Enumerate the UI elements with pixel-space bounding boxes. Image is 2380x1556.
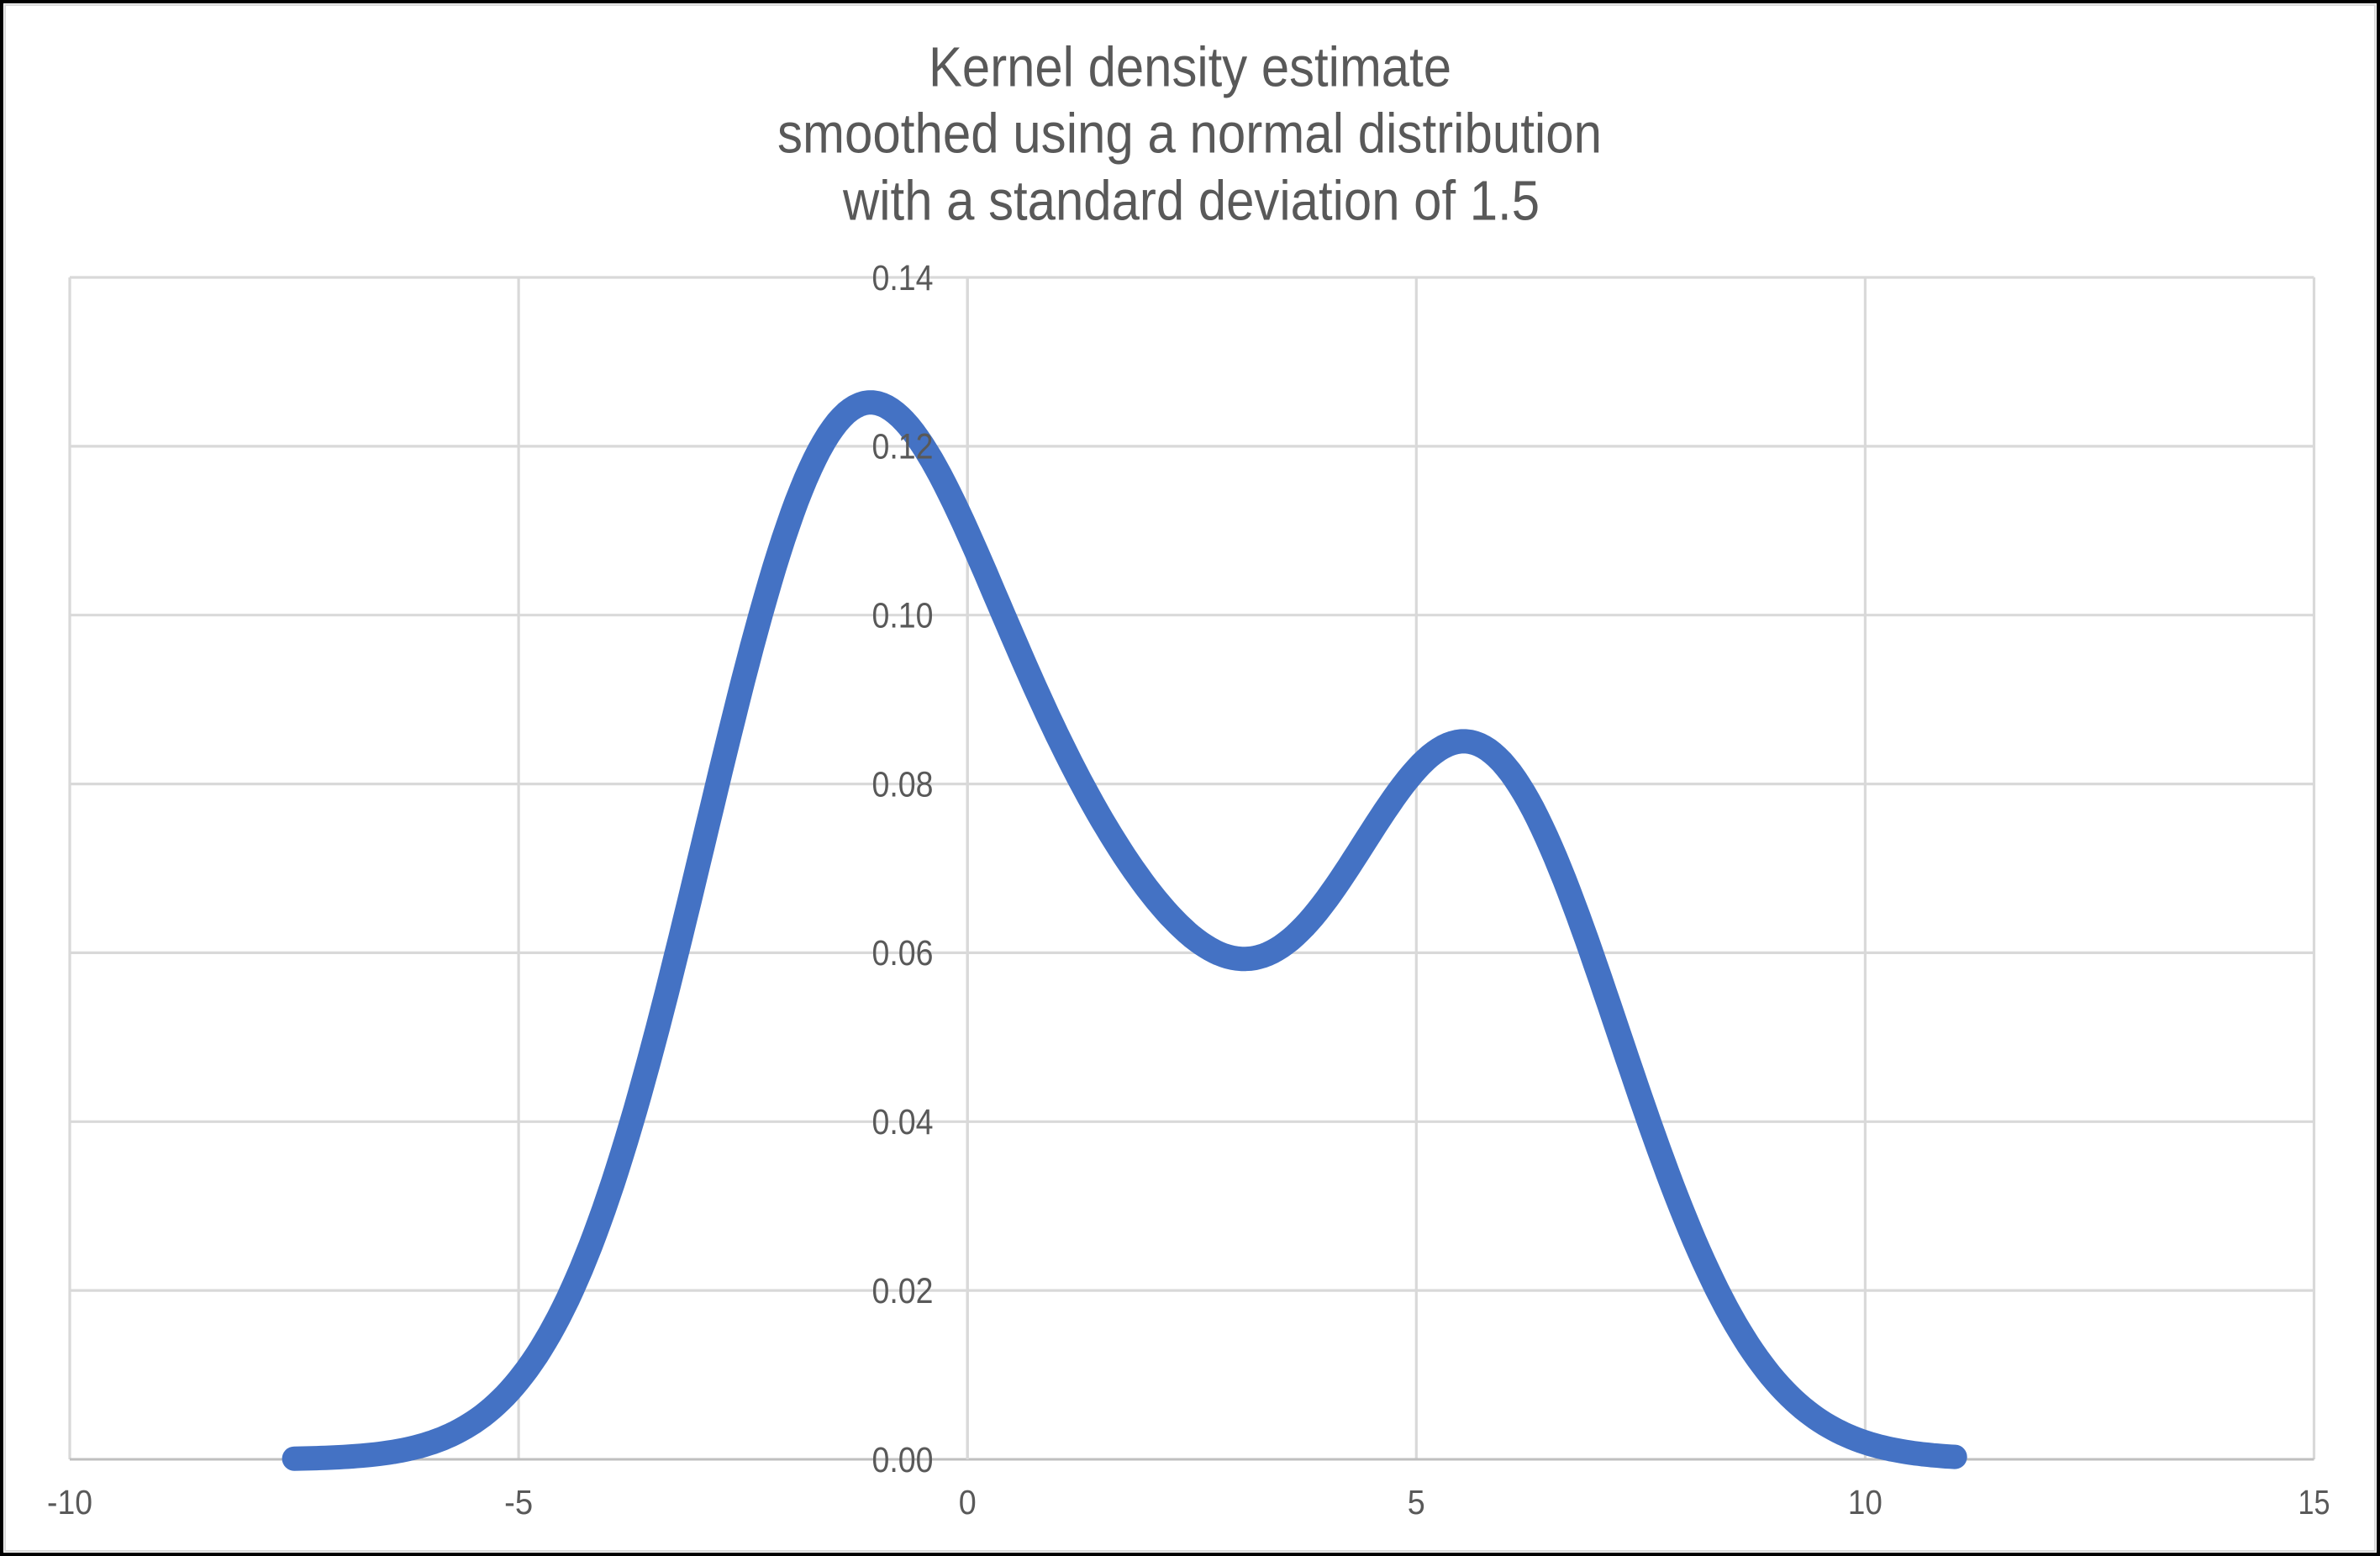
svg-text:Kernel density estimate: Kernel density estimate xyxy=(929,35,1451,98)
svg-text:0.12: 0.12 xyxy=(872,427,934,467)
svg-text:-10: -10 xyxy=(47,1483,92,1522)
svg-text:0: 0 xyxy=(959,1483,977,1522)
svg-text:-5: -5 xyxy=(504,1483,533,1522)
svg-text:0.14: 0.14 xyxy=(872,258,934,298)
svg-text:smoothed using a normal distri: smoothed using a normal distribution xyxy=(777,103,1602,166)
svg-text:0.10: 0.10 xyxy=(872,596,934,636)
svg-text:10: 10 xyxy=(1848,1483,1882,1522)
svg-text:0.04: 0.04 xyxy=(872,1102,934,1142)
svg-text:0.02: 0.02 xyxy=(872,1271,934,1311)
svg-text:0.06: 0.06 xyxy=(872,933,934,973)
svg-text:5: 5 xyxy=(1408,1483,1425,1522)
svg-text:15: 15 xyxy=(2298,1483,2330,1522)
svg-text:with a standard deviation of 1: with a standard deviation of 1.5 xyxy=(842,170,1540,233)
svg-text:0.00: 0.00 xyxy=(872,1440,934,1480)
svg-text:0.08: 0.08 xyxy=(872,764,934,804)
